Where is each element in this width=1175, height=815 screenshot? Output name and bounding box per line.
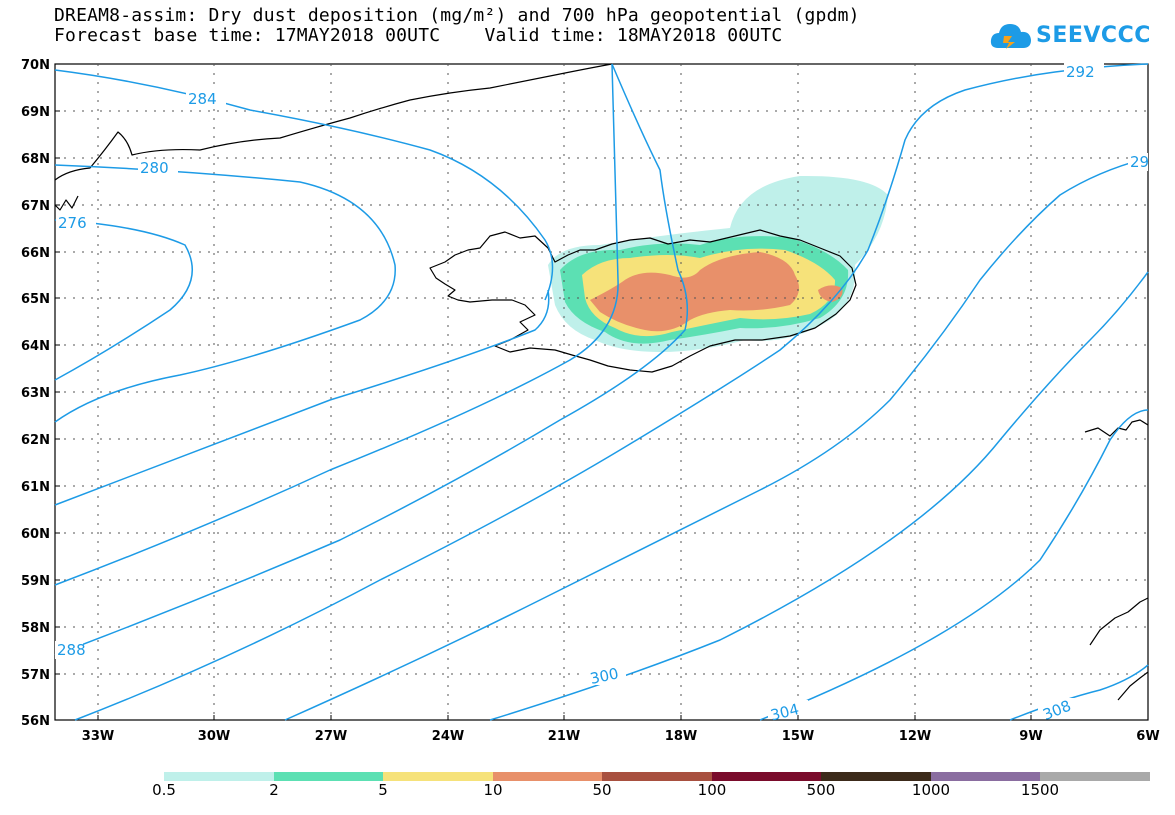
legend-label: 100 — [697, 781, 727, 799]
dust-deposition-field — [548, 175, 888, 352]
contour-label-292: 292 — [1066, 63, 1095, 81]
lon-label: 30W — [198, 729, 230, 744]
legend-label: 1500 — [1020, 781, 1060, 799]
contour-label-288: 288 — [57, 641, 86, 659]
lat-label: 70N — [21, 58, 50, 73]
legend-swatch-5 — [712, 772, 821, 781]
lat-label: 62N — [21, 433, 50, 448]
norway-coast — [1089, 597, 1149, 701]
lat-label: 60N — [21, 527, 50, 542]
lon-label: 33W — [82, 729, 114, 744]
contour-label-276: 276 — [58, 214, 87, 232]
lon-label: 18W — [665, 729, 697, 744]
legend-label: 500 — [806, 781, 836, 799]
lat-label: 57N — [21, 668, 50, 683]
lon-label: 15W — [782, 729, 814, 744]
cloud-icon — [990, 24, 1031, 49]
contour-labels: 284 280 276 288 292 29 300 304 308 — [55, 63, 1149, 725]
lon-label: 27W — [315, 729, 347, 744]
contour-label-300: 300 — [588, 664, 620, 688]
chart-title: DREAM8-assim: Dry dust deposition (mg/m²… — [54, 5, 860, 26]
lat-label: 58N — [21, 621, 50, 636]
faroe-coast — [1084, 419, 1149, 437]
lon-label: 12W — [899, 729, 931, 744]
legend-label: 0.5 — [152, 781, 176, 799]
lat-label: 61N — [21, 480, 50, 495]
legend-swatch-4 — [602, 772, 712, 781]
coastlines — [54, 63, 1149, 701]
legend-swatch-2 — [383, 772, 493, 781]
lon-label: 9W — [1019, 729, 1042, 744]
lat-label: 66N — [21, 246, 50, 261]
dust-level-10 — [590, 252, 799, 332]
latitude-labels: 70N 69N 68N 67N 66N 65N 64N 63N 62N 61N … — [21, 58, 50, 729]
dust-level-10-east — [818, 285, 843, 302]
lon-label: 21W — [548, 729, 580, 744]
lat-label: 67N — [21, 199, 50, 214]
legend-swatch-6 — [821, 772, 931, 781]
legend-label: 5 — [378, 781, 388, 799]
legend-label: 10 — [483, 781, 503, 799]
legend-colorbar — [164, 772, 1150, 781]
lat-label: 68N — [21, 152, 50, 167]
contour-label-284: 284 — [188, 90, 217, 108]
lat-label: 65N — [21, 292, 50, 307]
lat-label: 56N — [21, 714, 50, 729]
greenland-coast — [54, 63, 613, 181]
lat-label: 59N — [21, 574, 50, 589]
axis-ticks — [55, 63, 1149, 721]
legend-swatch-3 — [493, 772, 602, 781]
legend-label: 2 — [269, 781, 279, 799]
legend-swatch-0 — [164, 772, 274, 781]
legend-swatch-8 — [1040, 772, 1150, 781]
geopotential-contours — [54, 63, 1149, 721]
contour-label-29: 29 — [1130, 153, 1149, 171]
greenland-coast-west — [54, 195, 79, 211]
contour-label-280: 280 — [140, 159, 169, 177]
longitude-labels: 33W 30W 27W 24W 21W 18W 15W 12W 9W 6W — [82, 729, 1160, 744]
legend-swatch-7 — [931, 772, 1040, 781]
chart-subtitle: Forecast base time: 17MAY2018 00UTC Vali… — [54, 25, 783, 46]
lon-label: 6W — [1136, 729, 1159, 744]
iceland-coast — [429, 229, 857, 373]
lat-label: 64N — [21, 339, 50, 354]
legend-label: 1000 — [911, 781, 951, 799]
seevccc-logo: SEEVCCC — [988, 18, 1150, 60]
legend-label: 50 — [592, 781, 612, 799]
legend-swatch-1 — [274, 772, 383, 781]
lat-label: 63N — [21, 386, 50, 401]
lon-label: 24W — [432, 729, 464, 744]
logo-text: SEEVCCC — [1036, 23, 1151, 48]
lat-label: 69N — [21, 105, 50, 120]
graticule — [55, 64, 1148, 720]
